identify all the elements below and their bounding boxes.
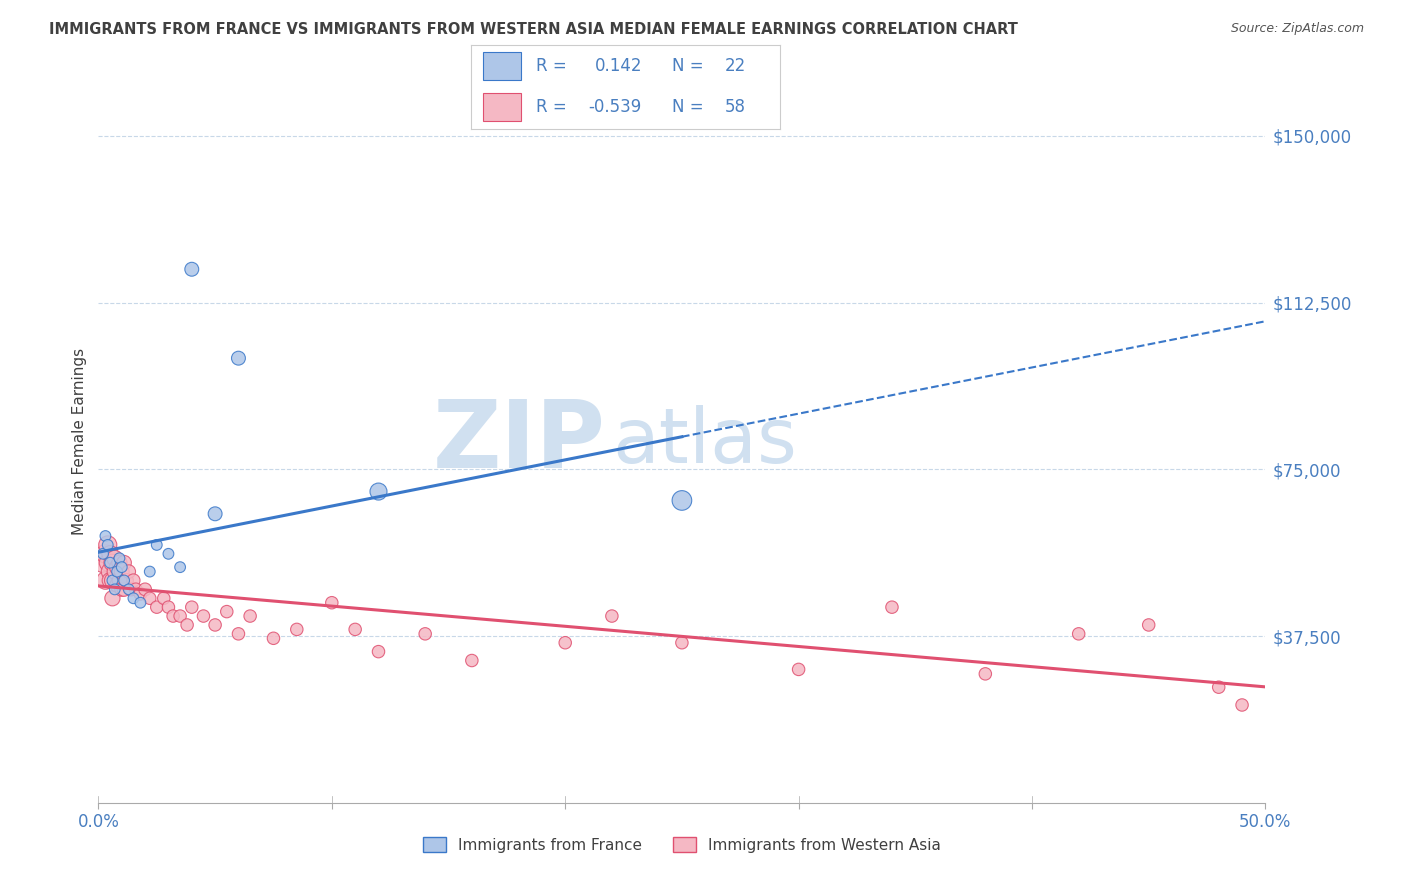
- Point: [134, 582, 156, 597]
- Text: ZIP: ZIP: [433, 395, 606, 488]
- Point: [180, 600, 202, 615]
- Text: 0.142: 0.142: [595, 57, 643, 75]
- Text: Source: ZipAtlas.com: Source: ZipAtlas.com: [1230, 22, 1364, 36]
- Point: [104, 582, 127, 597]
- Point: [97, 538, 120, 552]
- Y-axis label: Median Female Earnings: Median Female Earnings: [72, 348, 87, 535]
- Point: [262, 632, 284, 646]
- Text: IMMIGRANTS FROM FRANCE VS IMMIGRANTS FROM WESTERN ASIA MEDIAN FEMALE EARNINGS CO: IMMIGRANTS FROM FRANCE VS IMMIGRANTS FRO…: [49, 22, 1018, 37]
- Point: [94, 574, 117, 588]
- Point: [344, 623, 367, 637]
- Point: [120, 582, 142, 597]
- Point: [215, 605, 238, 619]
- Point: [118, 565, 141, 579]
- Point: [162, 609, 184, 624]
- Point: [367, 645, 389, 659]
- Point: [118, 582, 141, 597]
- Point: [1230, 698, 1253, 712]
- Point: [97, 556, 120, 570]
- Point: [98, 556, 121, 570]
- Point: [157, 547, 180, 561]
- Point: [129, 596, 152, 610]
- Point: [129, 587, 152, 601]
- Point: [671, 493, 693, 508]
- Point: [239, 609, 262, 624]
- Point: [285, 623, 308, 637]
- Point: [152, 591, 174, 606]
- Point: [139, 591, 162, 606]
- Point: [461, 653, 484, 667]
- Point: [1137, 618, 1160, 632]
- Point: [112, 574, 135, 588]
- Point: [108, 556, 131, 570]
- Point: [228, 351, 250, 366]
- Point: [98, 565, 121, 579]
- Point: [97, 538, 120, 552]
- Point: [111, 565, 134, 579]
- Point: [787, 662, 810, 676]
- Point: [98, 547, 121, 561]
- Point: [204, 507, 226, 521]
- Point: [204, 618, 226, 632]
- Point: [193, 609, 215, 624]
- Point: [105, 578, 128, 592]
- Point: [108, 574, 131, 588]
- Point: [169, 609, 191, 624]
- Point: [101, 556, 124, 570]
- Point: [104, 565, 127, 579]
- Point: [112, 556, 135, 570]
- Point: [146, 538, 169, 552]
- Point: [105, 560, 128, 574]
- Point: [94, 529, 117, 543]
- Point: [111, 560, 134, 574]
- Text: 22: 22: [724, 57, 747, 75]
- Point: [671, 636, 693, 650]
- Text: 58: 58: [724, 98, 745, 116]
- Point: [880, 600, 903, 615]
- Point: [176, 618, 198, 632]
- Point: [94, 547, 117, 561]
- Text: R =: R =: [536, 57, 567, 75]
- Point: [105, 565, 128, 579]
- Point: [108, 551, 131, 566]
- Point: [974, 666, 997, 681]
- Point: [91, 556, 114, 570]
- Point: [125, 582, 148, 597]
- Point: [98, 574, 121, 588]
- Point: [104, 551, 127, 566]
- Point: [1067, 627, 1090, 641]
- Text: R =: R =: [536, 98, 567, 116]
- Point: [157, 600, 180, 615]
- Point: [413, 627, 436, 641]
- Point: [180, 262, 202, 277]
- Point: [122, 574, 145, 588]
- Point: [169, 560, 191, 574]
- FancyBboxPatch shape: [484, 53, 520, 80]
- Point: [600, 609, 623, 624]
- FancyBboxPatch shape: [484, 93, 520, 120]
- Point: [101, 574, 124, 588]
- Text: -0.539: -0.539: [589, 98, 641, 116]
- Point: [1208, 680, 1230, 694]
- Point: [367, 484, 389, 499]
- Text: N =: N =: [672, 98, 703, 116]
- Text: atlas: atlas: [612, 405, 797, 478]
- Point: [111, 582, 134, 597]
- Point: [139, 565, 162, 579]
- Point: [146, 600, 169, 615]
- Legend: Immigrants from France, Immigrants from Western Asia: Immigrants from France, Immigrants from …: [415, 829, 949, 860]
- Point: [115, 574, 138, 588]
- Point: [321, 596, 343, 610]
- Point: [101, 591, 124, 606]
- Text: N =: N =: [672, 57, 703, 75]
- Point: [122, 591, 145, 606]
- Point: [554, 636, 576, 650]
- Point: [101, 574, 124, 588]
- Point: [228, 627, 250, 641]
- Point: [112, 582, 135, 597]
- Point: [91, 547, 114, 561]
